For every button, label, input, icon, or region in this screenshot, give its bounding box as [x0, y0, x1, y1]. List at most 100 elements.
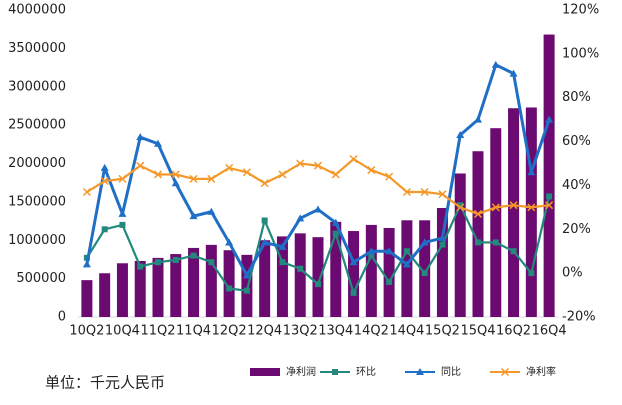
- bar: [401, 220, 413, 317]
- bar: [508, 108, 520, 318]
- marker: [509, 201, 518, 210]
- marker: [260, 179, 269, 188]
- bar: [543, 34, 555, 318]
- y-tick-label: 2500000: [8, 118, 66, 133]
- x-tick-label: 11Q2: [140, 324, 175, 339]
- marker: [509, 69, 518, 77]
- bar: [383, 227, 395, 317]
- marker: [155, 259, 161, 266]
- bar: [454, 173, 466, 317]
- marker: [491, 60, 500, 68]
- marker: [527, 203, 536, 212]
- legend-label: 环比: [356, 366, 376, 378]
- marker: [438, 190, 447, 199]
- marker: [171, 179, 180, 187]
- marker: [421, 270, 428, 277]
- marker: [456, 203, 465, 212]
- bar: [81, 280, 93, 317]
- bar: [472, 151, 484, 317]
- y2-tick-label: 80%: [562, 90, 591, 105]
- y2-tick-label: 60%: [562, 134, 591, 149]
- bar: [436, 208, 448, 317]
- marker: [313, 161, 323, 170]
- marker: [402, 187, 411, 197]
- marker: [367, 247, 376, 255]
- bar: [348, 231, 360, 317]
- marker: [136, 133, 145, 141]
- x-tick-label: 16Q4: [532, 324, 567, 339]
- marker: [545, 115, 554, 123]
- marker: [510, 248, 517, 255]
- bar: [99, 273, 111, 317]
- y-tick-label: 3000000: [8, 79, 66, 94]
- marker: [545, 201, 554, 210]
- marker: [242, 168, 251, 177]
- marker: [100, 177, 109, 186]
- marker: [153, 170, 163, 179]
- marker: [189, 174, 198, 183]
- y-tick-label: 1500000: [8, 194, 66, 209]
- y-tick-label: 500000: [16, 271, 66, 286]
- x-tick-label: 14Q2: [354, 324, 389, 339]
- marker: [349, 155, 358, 164]
- marker: [296, 159, 305, 168]
- marker: [420, 238, 429, 246]
- marker: [119, 221, 126, 228]
- bar: [294, 233, 306, 317]
- bar: [259, 240, 271, 317]
- marker: [137, 263, 144, 270]
- bar: [490, 128, 502, 317]
- y-tick-label: 2000000: [8, 156, 66, 171]
- bar: [365, 224, 377, 317]
- marker: [475, 239, 481, 246]
- marker: [297, 265, 304, 272]
- marker: [403, 248, 410, 255]
- marker: [118, 174, 127, 183]
- marker: [492, 239, 499, 246]
- marker: [367, 166, 376, 175]
- x-tick-label: 12Q2: [212, 324, 247, 339]
- x-tick-label: 10Q2: [69, 324, 104, 339]
- bar: [419, 220, 431, 317]
- marker: [225, 238, 234, 246]
- marker: [118, 209, 127, 217]
- bar: [223, 250, 235, 317]
- marker: [136, 161, 145, 170]
- bar: [152, 257, 164, 317]
- marker: [473, 209, 483, 218]
- marker: [527, 168, 536, 176]
- marker: [260, 238, 269, 246]
- marker: [278, 242, 287, 250]
- bar: [188, 247, 200, 317]
- marker: [82, 260, 91, 268]
- marker: [315, 281, 321, 288]
- marker: [349, 258, 358, 266]
- marker: [154, 139, 162, 147]
- legend-label: 净利率: [526, 365, 556, 378]
- bar: [170, 254, 182, 317]
- marker: [242, 271, 251, 279]
- marker: [456, 130, 465, 138]
- bar: [116, 263, 128, 317]
- legend-label: 同比: [441, 366, 461, 378]
- bar: [241, 254, 253, 317]
- y2-tick-label: -20%: [562, 310, 596, 325]
- marker: [546, 193, 553, 200]
- marker: [386, 278, 393, 285]
- marker: [402, 260, 411, 268]
- bar: [312, 237, 324, 317]
- y2-tick-label: 100%: [562, 46, 599, 61]
- marker: [528, 270, 535, 277]
- marker: [226, 285, 233, 292]
- legend-marker: [500, 367, 510, 377]
- marker: [279, 259, 286, 266]
- marker: [491, 203, 500, 212]
- marker: [261, 217, 268, 224]
- marker: [457, 202, 464, 209]
- bar: [330, 221, 342, 317]
- bar: [134, 260, 146, 317]
- marker: [100, 163, 109, 171]
- marker: [332, 230, 339, 237]
- legend-marker: [332, 369, 338, 375]
